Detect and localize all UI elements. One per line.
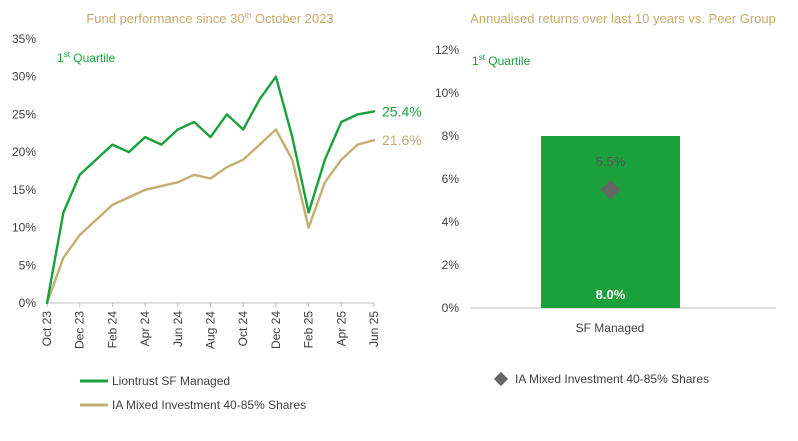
bar-category-label: SF Managed [576,321,645,335]
left-x-tick-label: Aug 24 [204,311,218,349]
peer-series-line [45,128,376,305]
left-x-tick-label: Oct 23 [40,311,54,347]
legend-peer-label: IA Mixed Investment 40-85% Shares [112,398,306,412]
right-quartile-label: 1st Quartile [472,53,531,68]
right-y-tick-label: 2% [442,258,460,272]
left-x-tick-label: Dec 23 [73,311,87,349]
right-y-tick-label: 4% [442,215,460,229]
legend-peer-marker-label: IA Mixed Investment 40-85% Shares [515,372,709,386]
fund-end-value-label: 25.4% [382,103,422,119]
right-y-tick-label: 12% [435,43,459,57]
left-y-tick-label: 0% [19,296,37,310]
left-x-tick-label: Jun 25 [367,311,381,347]
right-y-tick-label: 10% [435,86,459,100]
right-chart-title: Annualised returns over last 10 years vs… [470,11,776,26]
legend-fund-label: Liontrust SF Managed [112,374,230,388]
bar-value-label: 8.0% [596,287,626,302]
fund-return-bar [541,136,680,308]
peer-average-label: 5.5% [596,154,626,169]
right-y-tick-label: 0% [442,301,460,315]
left-y-tick-label: 15% [12,183,36,197]
left-x-tick-label: Apr 25 [334,311,348,347]
left-quartile-label: 1st Quartile [57,50,116,65]
left-x-tick-label: Jun 24 [171,311,185,347]
fund-series-line [45,75,376,305]
legend-peer-marker-icon [493,371,509,387]
left-y-tick-label: 20% [12,145,36,159]
left-y-tick-label: 25% [12,107,36,121]
left-x-tick-label: Oct 24 [236,311,250,347]
left-x-tick-label: Feb 25 [302,311,316,349]
left-chart-title: Fund performance since 30th October 2023 [86,11,333,26]
right-y-tick-label: 6% [442,172,460,186]
left-y-tick-label: 30% [12,70,36,84]
peer-end-value-label: 21.6% [382,132,422,148]
left-x-tick-label: Feb 24 [105,311,119,349]
right-y-tick-label: 8% [442,129,460,143]
left-x-tick-label: Apr 24 [138,311,152,347]
left-y-tick-label: 35% [12,32,36,46]
left-x-tick-label: Dec 24 [269,311,283,349]
left-y-tick-label: 10% [12,221,36,235]
left-y-tick-label: 5% [19,258,37,272]
